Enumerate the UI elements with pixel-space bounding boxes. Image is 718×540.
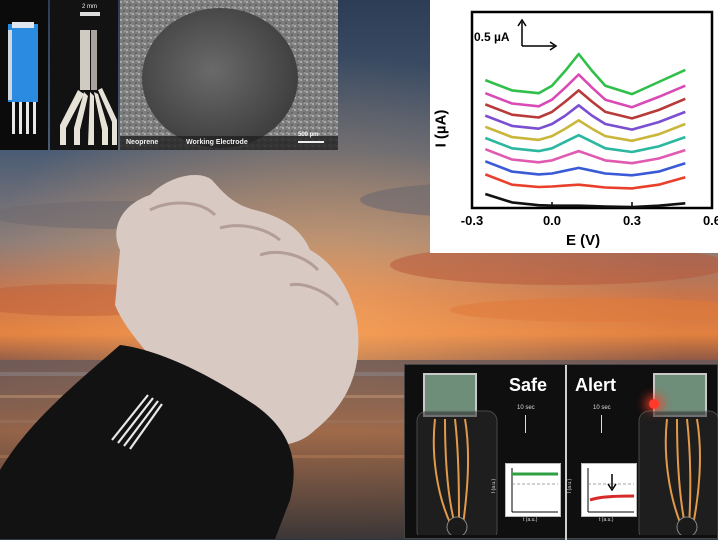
time-bar-right: [601, 415, 602, 433]
scale-arrow-up: [517, 18, 527, 27]
alert-led: [649, 399, 659, 409]
x-tick-label: 0.3: [623, 213, 641, 228]
panel-divider: [565, 365, 567, 540]
inset-ylabel-safe: I (a.u.): [491, 478, 498, 494]
safe-label: Safe: [509, 375, 548, 395]
inset-plot-alert: [581, 463, 637, 517]
alert-label: Alert: [575, 375, 617, 395]
device-panel: Safe 10 sec I (a.u.) t (a.u.) Alert 10 s…: [404, 364, 718, 540]
time-label-right: 10 sec: [593, 405, 611, 411]
series-line-6: [484, 119, 686, 143]
sem-label-working-electrode: Working Electrode: [186, 139, 248, 146]
inset-ylabel-alert: I (a.u.): [567, 478, 574, 494]
series-line-10: [484, 52, 686, 96]
sem-scale-bar: [298, 141, 324, 143]
x-tick-label: -0.3: [461, 213, 483, 228]
electrode-pattern-photo: 2 mm: [50, 0, 118, 150]
x-tick-label: 0.0: [543, 213, 561, 228]
x-tick-label: 0.6: [703, 213, 718, 228]
series-line-4: [484, 147, 686, 165]
voltammogram-chart: -0.3 0.0 0.3 0.6: [461, 10, 718, 228]
sem-label-neoprene: Neoprene: [126, 139, 159, 146]
series-line-7: [484, 104, 686, 131]
x-axis-label: E (V): [566, 232, 601, 249]
device-board-left: [423, 373, 477, 417]
chart-panel: -0.3 0.0 0.3 0.6 0.5 µA I (µA) E (V): [430, 0, 718, 253]
inset-plot-safe: [505, 463, 561, 517]
y-axis-label: I (µA): [432, 109, 450, 148]
series-line-2: [484, 173, 686, 190]
sem-micrograph: Neoprene Working Electrode 500 µm: [120, 0, 338, 150]
device-cable-right: [638, 410, 718, 535]
wearable-sensor: [111, 394, 163, 450]
scale-bar-label: 0.5 µA: [474, 30, 510, 44]
inset-xlabel-safe: t (a.u.): [523, 517, 538, 523]
series-line-3: [484, 160, 686, 177]
time-label-left: 10 sec: [517, 405, 535, 411]
device-cable-left: [416, 410, 498, 535]
plot-frame: [470, 10, 714, 210]
sensor-photo-blue: [0, 0, 48, 150]
series-line-5: [484, 133, 686, 154]
sem-scale-bar-label: 500 µm: [298, 132, 319, 138]
series-line-1: [484, 192, 686, 209]
sleeve: [0, 345, 294, 539]
inset-xlabel-alert: t (a.u.): [599, 517, 614, 523]
series-line-8: [484, 89, 686, 120]
scale-label-top: 2 mm: [82, 4, 97, 10]
series-line-9: [484, 73, 686, 109]
scale-arrow-right: [549, 41, 558, 51]
time-bar-left: [525, 415, 526, 433]
